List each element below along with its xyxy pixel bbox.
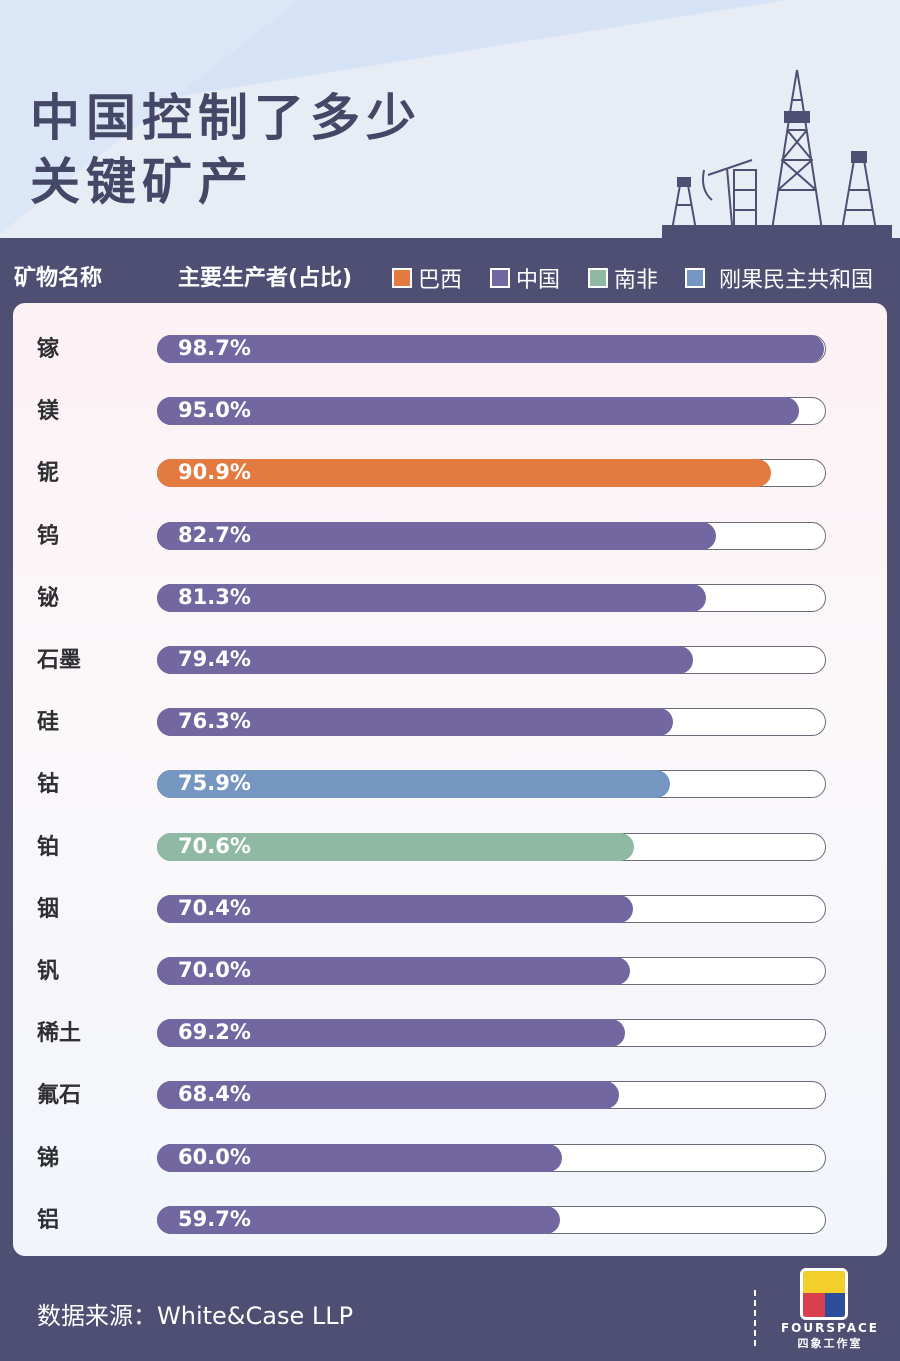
mineral-name: 锑: [37, 1145, 60, 1171]
bar-fill: [157, 1143, 562, 1172]
bar-fill: [157, 770, 670, 799]
bar-value: 69.2%: [178, 1020, 251, 1045]
bar-value: 59.7%: [178, 1206, 251, 1231]
legend-label: 巴西: [418, 268, 463, 293]
table-row: 钨 82.7%: [13, 520, 887, 550]
table-row: 石墨 79.4%: [13, 644, 887, 674]
table-row: 铋 81.3%: [13, 582, 887, 612]
legend-swatch: [588, 268, 608, 288]
legend-swatch: [685, 268, 705, 288]
mineral-name: 氟石: [37, 1083, 82, 1109]
mineral-name: 钒: [37, 959, 60, 984]
bar-fill: [157, 335, 824, 363]
data-source: 数据来源：White&Case LLP: [37, 1302, 354, 1330]
bar-value: 98.7%: [178, 336, 251, 360]
bar-value: 70.4%: [178, 895, 251, 920]
fourspace-logo: FOURSPACE 四象工作室: [775, 1268, 885, 1350]
table-row: 稀土 69.2%: [13, 1017, 887, 1048]
logo-text-en: FOURSPACE: [780, 1321, 879, 1335]
table-row: 铝 59.7%: [13, 1204, 887, 1234]
bar-value: 70.0%: [178, 958, 251, 982]
legend-item-brazil: 巴西: [392, 262, 462, 294]
legend-label: 南非: [614, 268, 659, 293]
mineral-name: 钨: [37, 523, 60, 549]
table-row: 镓 98.7%: [13, 333, 887, 363]
bar-fill: [157, 832, 634, 861]
mineral-name: 铋: [37, 585, 60, 611]
mineral-name: 石墨: [37, 648, 82, 673]
column-header-producer: 主要生产者(占比): [178, 266, 353, 291]
table-row: 钒 70.0%: [13, 955, 887, 985]
table-row: 铌 90.9%: [13, 457, 887, 488]
column-header-mineral: 矿物名称: [14, 266, 103, 291]
legend-label: 中国: [516, 268, 561, 293]
chart-panel: 镓 98.7% 镁 95.0% 铌 90.9% 钨 82.7% 铋 81.3% 石墨 79.4% 硅 76…: [13, 303, 887, 1256]
table-row: 钴 75.9%: [13, 768, 887, 799]
bar-value: 95.0%: [178, 398, 251, 423]
legend-item-drc: 刚果民主共和国: [685, 262, 873, 294]
title-line-2: 关键矿产: [30, 153, 254, 211]
bar-fill: [157, 646, 693, 674]
title-line-1: 中国控制了多少: [30, 89, 422, 147]
bar-fill: [157, 1081, 619, 1110]
bar-value: 68.4%: [178, 1082, 251, 1107]
bar-value: 70.6%: [178, 833, 251, 858]
bar-value: 90.9%: [178, 460, 251, 485]
mineral-name: 铝: [37, 1207, 60, 1233]
bar-fill: [157, 1205, 560, 1234]
table-row: 铟 70.4%: [13, 893, 887, 923]
table-header: 矿物名称 主要生产者(占比) 巴西 中国 南非 刚果民主共和国: [0, 256, 900, 296]
mineral-name: 铂: [37, 834, 60, 860]
bar-value: 75.9%: [178, 771, 251, 796]
table-row: 镁 95.0%: [13, 395, 887, 426]
header-banner: 中国控制了多少 关键矿产: [0, 0, 900, 238]
bar-value: 82.7%: [178, 522, 251, 547]
bar-fill: [157, 1019, 625, 1048]
bar-fill: [157, 397, 799, 426]
legend-item-south-africa: 南非: [588, 262, 658, 294]
logo-text-cn: 四象工作室: [797, 1337, 863, 1350]
table-row: 铂 70.6%: [13, 831, 887, 861]
bar-fill: [157, 521, 716, 550]
puzzle-logo-icon: [800, 1268, 848, 1320]
legend-item-china: 中国: [490, 262, 560, 294]
legend-swatch: [490, 268, 510, 288]
mineral-name: 铌: [37, 461, 60, 487]
table-row: 锑 60.0%: [13, 1142, 887, 1172]
bar-value: 81.3%: [178, 584, 251, 609]
table-row: 硅 76.3%: [13, 706, 887, 737]
legend-swatch: [392, 268, 412, 288]
mineral-name: 钴: [37, 772, 60, 798]
bar-fill: [157, 894, 633, 923]
bar-fill: [157, 459, 771, 488]
mineral-name: 铟: [37, 896, 60, 922]
bar-fill: [157, 957, 630, 985]
bar-fill: [157, 708, 673, 737]
page-title: 中国控制了多少 关键矿产: [30, 86, 422, 214]
mineral-name: 稀土: [37, 1021, 82, 1047]
mineral-name: 镁: [37, 399, 60, 425]
table-row: 氟石 68.4%: [13, 1079, 887, 1110]
legend-label: 刚果民主共和国: [719, 268, 874, 293]
mineral-name: 镓: [37, 337, 60, 362]
bar-value: 60.0%: [178, 1144, 251, 1169]
oil-rig-illustration-icon: [662, 69, 892, 238]
bar-value: 79.4%: [178, 647, 251, 671]
mineral-name: 硅: [37, 710, 60, 736]
divider: [754, 1290, 756, 1346]
bar-value: 76.3%: [178, 709, 251, 734]
bar-fill: [157, 583, 706, 612]
